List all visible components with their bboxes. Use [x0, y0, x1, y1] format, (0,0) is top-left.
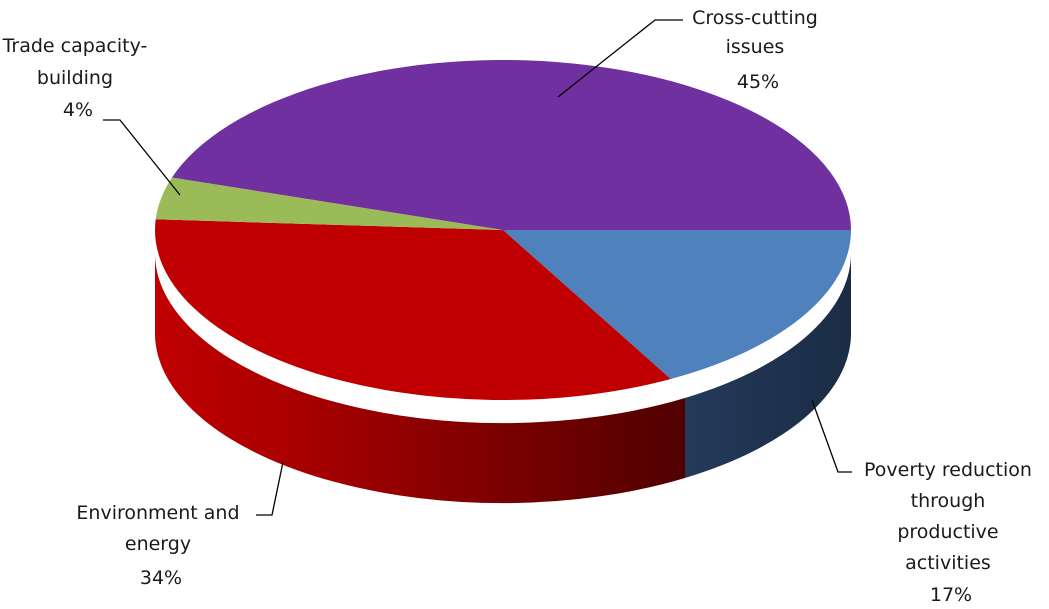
- pie-side-environment-and-energy: [155, 255, 685, 504]
- label-environment-and-energy: Environment and energy 34%: [76, 502, 245, 589]
- leader-line-trade: [103, 119, 181, 196]
- pie-slice-cross-cutting-issues: [172, 59, 851, 230]
- leader-lines: [103, 19, 852, 516]
- label-trade-capacity-building: Trade capacity- building 4%: [2, 35, 154, 121]
- label-poverty-reduction: Poverty reduction through productive act…: [864, 459, 1038, 606]
- leader-line-cross-cutting: [557, 19, 683, 98]
- label-cross-cutting-issues: Cross-cutting issues 45%: [692, 7, 824, 93]
- pie-side-poverty-reduction: [685, 255, 851, 478]
- pie-slice-environment-and-energy: [155, 219, 671, 401]
- pie-slice-trade-capacity-building: [155, 177, 503, 230]
- pie-top-face: [155, 59, 851, 401]
- leader-line-environment: [256, 461, 284, 516]
- leader-line-poverty: [811, 399, 852, 473]
- pie-slice-poverty-reduction: [503, 230, 851, 379]
